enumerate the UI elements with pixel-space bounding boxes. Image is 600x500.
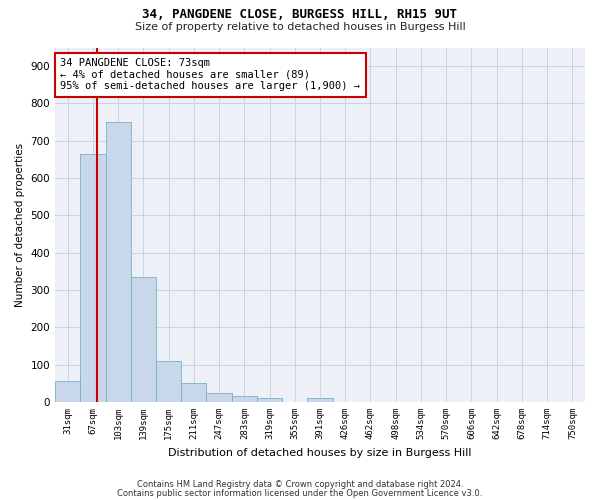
Bar xyxy=(156,361,181,402)
Bar xyxy=(106,122,131,402)
Y-axis label: Number of detached properties: Number of detached properties xyxy=(15,142,25,307)
Bar xyxy=(257,398,282,402)
Bar xyxy=(80,154,106,402)
Text: Contains public sector information licensed under the Open Government Licence v3: Contains public sector information licen… xyxy=(118,489,482,498)
Text: Contains HM Land Registry data © Crown copyright and database right 2024.: Contains HM Land Registry data © Crown c… xyxy=(137,480,463,489)
Bar xyxy=(181,382,206,402)
Bar xyxy=(131,277,156,402)
Bar xyxy=(55,381,80,402)
Text: Size of property relative to detached houses in Burgess Hill: Size of property relative to detached ho… xyxy=(134,22,466,32)
Bar xyxy=(307,398,332,402)
Text: 34 PANGDENE CLOSE: 73sqm
← 4% of detached houses are smaller (89)
95% of semi-de: 34 PANGDENE CLOSE: 73sqm ← 4% of detache… xyxy=(61,58,361,92)
Text: 34, PANGDENE CLOSE, BURGESS HILL, RH15 9UT: 34, PANGDENE CLOSE, BURGESS HILL, RH15 9… xyxy=(143,8,458,20)
Bar xyxy=(232,396,257,402)
X-axis label: Distribution of detached houses by size in Burgess Hill: Distribution of detached houses by size … xyxy=(168,448,472,458)
Bar xyxy=(206,392,232,402)
